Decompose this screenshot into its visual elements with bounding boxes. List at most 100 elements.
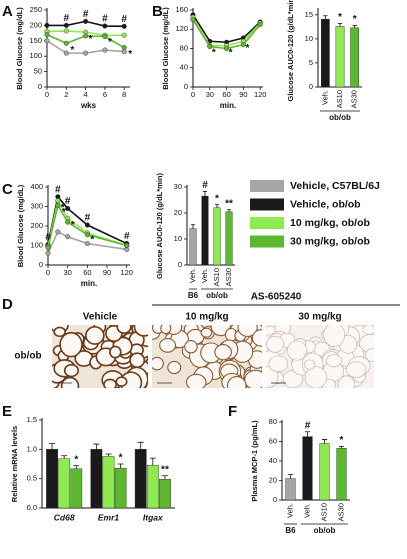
data-point — [190, 17, 196, 23]
x-tick-label: Veh. — [188, 268, 197, 283]
x-tick-label: 120 — [254, 90, 267, 99]
bar — [350, 27, 360, 88]
annotation: ** — [161, 464, 169, 475]
y-tick-label: 20 — [174, 208, 182, 217]
x-tick-label: 2 — [64, 90, 68, 99]
data-point — [44, 22, 50, 28]
adipocyte — [103, 378, 118, 388]
error-bar — [287, 474, 294, 479]
y-tick-label: 100 — [29, 51, 42, 60]
legend-label: Vehicle, C57BL/6J — [290, 180, 380, 192]
data-point — [102, 47, 108, 53]
column-label: 30 mg/kg — [298, 312, 341, 323]
legend-label: 10 mg/kg, ob/ob — [290, 217, 370, 229]
panel-letter: B — [152, 3, 163, 20]
error-bar — [227, 209, 231, 212]
x-tick-label: 30 — [206, 90, 214, 99]
data-point — [45, 244, 51, 250]
annotation: * — [340, 435, 344, 446]
bar — [335, 26, 345, 88]
data-point — [124, 242, 130, 248]
adipocyte — [59, 331, 83, 358]
data-point — [44, 38, 50, 44]
y-tick-label: 10 — [305, 34, 313, 43]
data-point — [55, 203, 61, 209]
x-tick-label: 90 — [103, 268, 111, 277]
bar — [70, 468, 83, 509]
x-tick-label: 8 — [122, 90, 126, 99]
error-bar — [149, 457, 156, 466]
adipocyte — [304, 359, 316, 370]
y-tick-label: 0 — [309, 82, 313, 91]
error-bar — [352, 25, 357, 28]
annotation: # — [45, 232, 51, 243]
panel-letter: A — [2, 3, 13, 20]
data-point — [55, 229, 61, 235]
x-tick-label: AS30 — [336, 503, 345, 521]
adipocyte — [160, 325, 172, 335]
y-tick-label: 200 — [30, 221, 43, 230]
group-label: B6 — [188, 291, 199, 300]
adipocyte — [159, 337, 177, 353]
data-point — [83, 33, 89, 39]
error-bar — [321, 439, 328, 444]
bar — [46, 449, 58, 509]
data-point — [102, 23, 108, 29]
x-tick-label: 6 — [103, 90, 107, 99]
x-tick-label: AS10 — [212, 268, 221, 286]
histology-image — [266, 325, 374, 388]
data-point — [224, 46, 230, 52]
annotation: * — [245, 43, 249, 54]
bar — [134, 449, 147, 509]
error-bar — [49, 443, 56, 450]
y-tick-label: 400 — [30, 182, 43, 191]
adipocyte — [326, 354, 342, 368]
data-point — [65, 219, 71, 225]
y-tick-label: 80 — [180, 43, 188, 52]
x-axis-label: wks — [80, 101, 97, 110]
legend-swatch — [250, 198, 284, 211]
panel-letter: E — [2, 403, 12, 420]
bar — [285, 478, 296, 501]
panel-letter: F — [228, 403, 237, 420]
bar — [213, 207, 221, 266]
error-bar — [338, 445, 345, 449]
bar — [225, 211, 233, 266]
legend-label: Vehicle, ob/ob — [290, 198, 361, 210]
bar — [114, 467, 127, 509]
data-point — [84, 232, 90, 238]
y-axis-label: Blood Glucose (mg/dL) — [16, 184, 25, 267]
annotation: * — [70, 45, 74, 56]
annotation: * — [353, 14, 357, 25]
y-axis-label: Relative mRNA levels — [10, 426, 19, 502]
x-tick-label: 0 — [46, 268, 50, 277]
error-bar — [323, 15, 328, 20]
legend-swatch — [250, 235, 284, 248]
adipocyte — [129, 352, 146, 369]
column-label: 10 mg/kg — [185, 312, 228, 323]
adipocyte — [85, 326, 105, 345]
adipocyte — [323, 325, 346, 347]
y-axis-label: Glucose AUC0-120 (g/dL*min) — [286, 0, 295, 102]
y-axis-label: Glucose AUC0-120 (g/dL*min) — [155, 173, 164, 279]
y-axis-label: Blood Glucose (mg/dL) — [161, 7, 170, 90]
x-axis-label: min. — [81, 279, 97, 288]
adipocyte — [116, 325, 132, 334]
data-point — [55, 198, 61, 204]
adipocyte — [115, 376, 128, 387]
annotation: * — [215, 193, 219, 204]
error-bar — [191, 224, 195, 229]
adipocyte — [266, 365, 279, 388]
y-tick-label: 100 — [30, 240, 43, 249]
annotation: * — [119, 453, 123, 464]
bar — [189, 228, 197, 266]
adipocyte — [365, 348, 374, 362]
x-tick-label: 30 — [64, 268, 72, 277]
legend-swatch — [250, 180, 284, 192]
data-point — [83, 50, 89, 56]
annotation: * — [90, 234, 94, 245]
error-bar — [304, 431, 311, 437]
bar — [58, 458, 71, 509]
data-point — [84, 222, 90, 228]
annotation: * — [108, 37, 112, 48]
